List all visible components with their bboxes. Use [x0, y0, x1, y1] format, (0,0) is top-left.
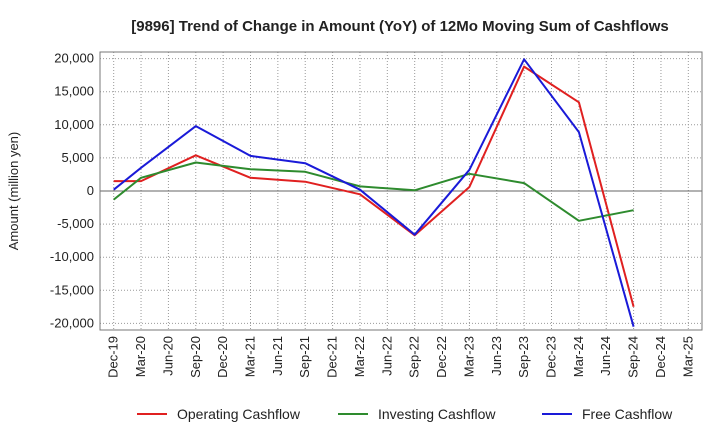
legend-label: Free Cashflow — [582, 406, 673, 422]
legend-label: Operating Cashflow — [177, 406, 301, 422]
series-group — [113, 58, 635, 327]
x-tick-label: Jun-21 — [270, 336, 285, 376]
x-tick-label: Dec-21 — [325, 336, 340, 378]
series-line-free-cashflow — [113, 58, 635, 327]
y-tick-label: 15,000 — [54, 84, 94, 99]
legend: Operating Cashflow Investing Cashflow Free… — [137, 406, 673, 422]
y-tick-label: 10,000 — [54, 117, 94, 132]
x-tick-label: Jun-22 — [379, 336, 394, 376]
x-tick-label: Jun-20 — [160, 336, 175, 376]
x-tick-label: Mar-20 — [133, 336, 148, 377]
y-tick-label: -20,000 — [50, 315, 94, 330]
plot-area-frame — [99, 51, 703, 331]
grid — [100, 52, 702, 330]
x-tick-label: Dec-23 — [544, 336, 559, 378]
x-tick-label: Mar-23 — [461, 336, 476, 377]
x-tick-label: Jun-24 — [598, 336, 613, 376]
y-tick-label: 20,000 — [54, 51, 94, 66]
x-tick-label: Sep-23 — [516, 336, 531, 378]
x-tick-label: Dec-20 — [215, 336, 230, 378]
x-tick-label: Sep-20 — [188, 336, 203, 378]
x-tick-label: Mar-21 — [243, 336, 258, 377]
x-tick-label: Dec-19 — [106, 336, 121, 378]
y-tick-label: 5,000 — [61, 150, 94, 165]
y-tick-label: 0 — [87, 183, 94, 198]
y-tick-label: -15,000 — [50, 282, 94, 297]
y-axis-label: Amount (million yen) — [6, 132, 21, 251]
x-tick-label: Sep-21 — [297, 336, 312, 378]
x-tick-label: Mar-24 — [571, 336, 586, 377]
x-tick-label: Mar-22 — [352, 336, 367, 377]
x-tick-label: Sep-22 — [407, 336, 422, 378]
x-tick-label: Mar-25 — [680, 336, 695, 377]
x-tick-label: Jun-23 — [489, 336, 504, 376]
chart-title: [9896] Trend of Change in Amount (YoY) o… — [131, 18, 669, 35]
y-tick-label: -10,000 — [50, 249, 94, 264]
x-tick-label: Dec-24 — [653, 336, 668, 378]
legend-label: Investing Cashflow — [378, 406, 496, 422]
axes: 20,000 15,000 10,000 5,000 0 -5,000 -10,000 -15… — [50, 51, 703, 378]
series-line-investing-cashflow — [113, 161, 634, 222]
x-tick-label: Dec-22 — [434, 336, 449, 378]
x-tick-label: Sep-24 — [626, 336, 641, 378]
y-tick-label: -5,000 — [57, 216, 94, 231]
series-line-operating-cashflow — [113, 65, 635, 308]
